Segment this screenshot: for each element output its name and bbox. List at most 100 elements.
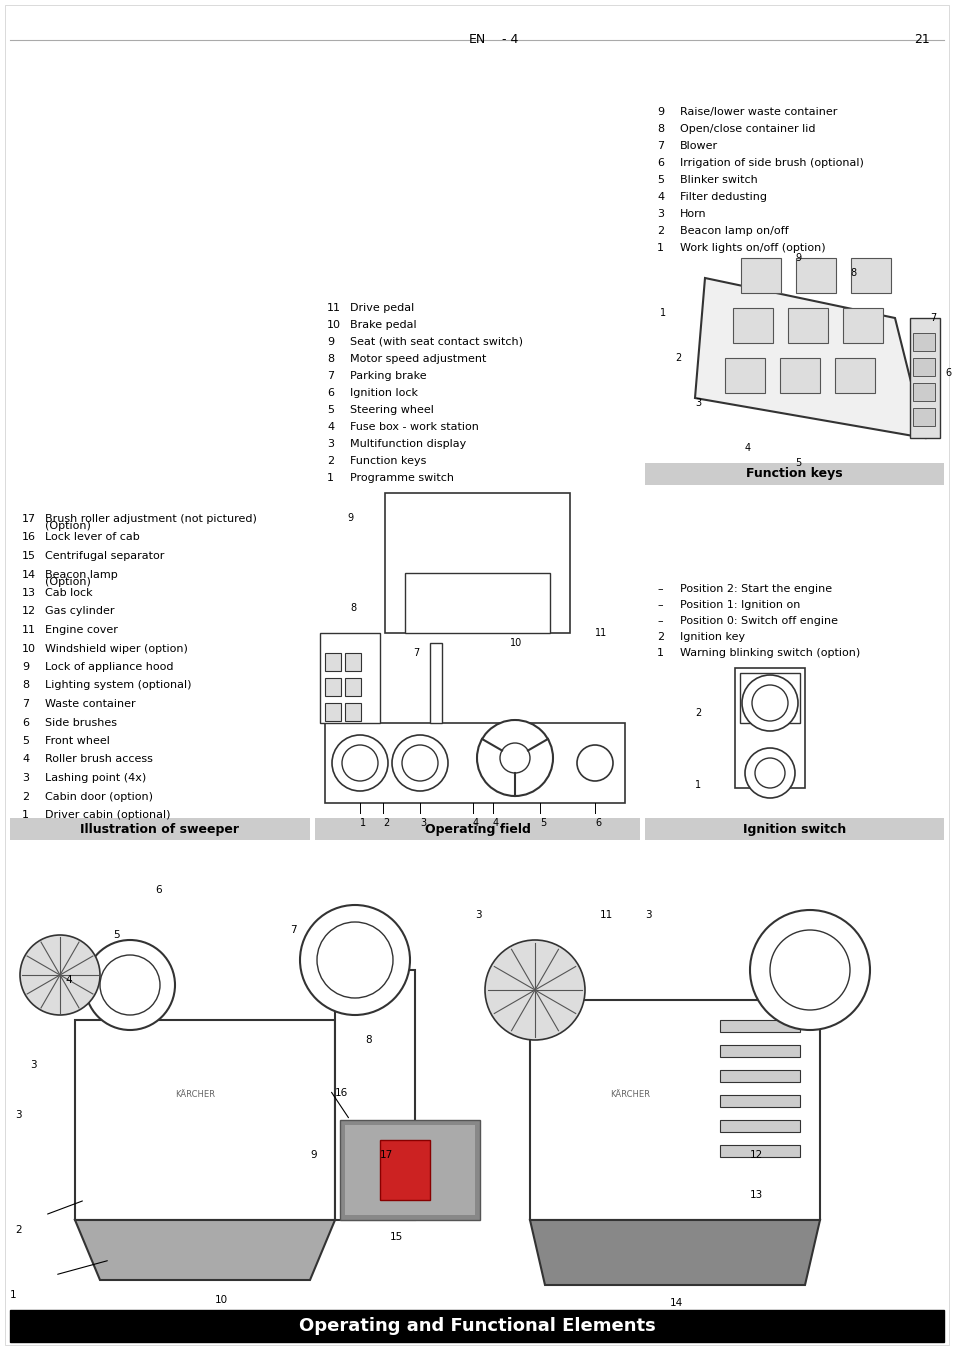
Bar <box>75 1021 335 1220</box>
Text: Operating field: Operating field <box>424 822 530 836</box>
Circle shape <box>476 720 553 796</box>
Text: 12: 12 <box>22 606 36 617</box>
Text: 15: 15 <box>390 1233 403 1242</box>
Text: Cabin door (option): Cabin door (option) <box>45 791 152 802</box>
Text: 3: 3 <box>695 398 700 408</box>
Text: 21: 21 <box>913 32 929 46</box>
Bar <box>795 258 835 293</box>
Bar <box>335 971 415 1220</box>
Bar <box>319 633 379 724</box>
Text: 6: 6 <box>944 369 950 378</box>
Text: Brush roller adjustment (not pictured): Brush roller adjustment (not pictured) <box>45 514 256 524</box>
Text: Lock of appliance hood: Lock of appliance hood <box>45 662 173 672</box>
Text: 6: 6 <box>154 886 161 895</box>
Bar <box>787 308 827 343</box>
Text: Work lights on/off (option): Work lights on/off (option) <box>679 243 824 252</box>
Bar <box>720 1145 800 1157</box>
Bar <box>724 358 764 393</box>
Bar <box>345 703 360 721</box>
Bar <box>912 408 934 427</box>
Text: 1: 1 <box>10 1291 16 1300</box>
Circle shape <box>341 745 377 782</box>
Circle shape <box>754 757 784 788</box>
Text: Steering wheel: Steering wheel <box>350 405 434 414</box>
Text: Filter dedusting: Filter dedusting <box>679 192 766 202</box>
Text: 1: 1 <box>359 818 366 828</box>
Text: 7: 7 <box>290 925 296 936</box>
Bar <box>325 678 340 697</box>
Text: Fuse box - work station: Fuse box - work station <box>350 423 478 432</box>
Bar <box>345 678 360 697</box>
Text: Programme switch: Programme switch <box>350 472 454 483</box>
Bar <box>909 319 939 437</box>
Text: Engine cover: Engine cover <box>45 625 118 634</box>
Bar <box>740 258 781 293</box>
Text: Brake pedal: Brake pedal <box>350 320 416 329</box>
Circle shape <box>751 684 787 721</box>
Text: EN: EN <box>468 32 485 46</box>
Text: Position 1: Ignition on: Position 1: Ignition on <box>679 599 800 610</box>
Text: 8: 8 <box>849 269 855 278</box>
Text: Open/close container lid: Open/close container lid <box>679 124 815 134</box>
Bar <box>405 572 550 633</box>
Text: 17: 17 <box>22 514 36 524</box>
Polygon shape <box>530 1220 820 1285</box>
Text: 7: 7 <box>413 648 418 657</box>
Text: 7: 7 <box>327 371 334 381</box>
Circle shape <box>484 940 584 1040</box>
Text: 15: 15 <box>22 551 36 562</box>
Text: 10: 10 <box>22 644 36 653</box>
Text: –: – <box>657 616 662 626</box>
Text: 6: 6 <box>327 387 334 398</box>
Text: 2: 2 <box>657 225 663 236</box>
Text: 9: 9 <box>794 252 801 263</box>
Text: 6: 6 <box>595 818 600 828</box>
Text: Raise/lower waste container: Raise/lower waste container <box>679 107 837 117</box>
Text: KÄRCHER: KÄRCHER <box>609 1089 649 1099</box>
Text: 4: 4 <box>22 755 30 764</box>
Text: 2: 2 <box>675 352 680 363</box>
Text: 3: 3 <box>475 910 481 919</box>
Bar <box>10 818 310 840</box>
Text: Horn: Horn <box>679 209 706 219</box>
Text: 7: 7 <box>929 313 935 323</box>
Text: 8: 8 <box>365 1035 372 1045</box>
Text: 10: 10 <box>327 320 340 329</box>
Text: 3: 3 <box>644 910 651 919</box>
Bar <box>780 358 820 393</box>
Text: 4: 4 <box>473 818 478 828</box>
Text: 9: 9 <box>310 1150 316 1160</box>
Circle shape <box>299 904 410 1015</box>
Circle shape <box>744 748 794 798</box>
Text: 2: 2 <box>327 456 334 466</box>
Text: 1: 1 <box>22 810 29 819</box>
Text: 16: 16 <box>22 532 36 543</box>
Text: Gas cylinder: Gas cylinder <box>45 606 114 617</box>
Bar <box>912 358 934 377</box>
Text: 4: 4 <box>493 818 498 828</box>
Text: 5: 5 <box>22 736 29 747</box>
Text: 8: 8 <box>657 124 663 134</box>
Bar <box>732 308 772 343</box>
Text: 4: 4 <box>65 975 71 985</box>
Text: 2: 2 <box>382 818 389 828</box>
Text: Roller brush access: Roller brush access <box>45 755 152 764</box>
Text: 14: 14 <box>669 1297 682 1308</box>
Text: 13: 13 <box>22 589 36 598</box>
Circle shape <box>100 954 160 1015</box>
Text: Position 0: Switch off engine: Position 0: Switch off engine <box>679 616 837 626</box>
Bar <box>740 674 800 724</box>
Text: 1: 1 <box>657 648 663 657</box>
Text: 12: 12 <box>749 1150 762 1160</box>
Bar <box>345 653 360 671</box>
Text: 16: 16 <box>335 1088 348 1098</box>
Text: 3: 3 <box>15 1110 22 1120</box>
Text: Front wheel: Front wheel <box>45 736 110 747</box>
Text: 8: 8 <box>327 354 334 364</box>
Text: Warning blinking switch (option): Warning blinking switch (option) <box>679 648 860 657</box>
Bar <box>430 643 441 724</box>
Bar <box>325 653 340 671</box>
Circle shape <box>20 936 100 1015</box>
Text: 3: 3 <box>327 439 334 450</box>
Bar <box>339 1120 479 1220</box>
